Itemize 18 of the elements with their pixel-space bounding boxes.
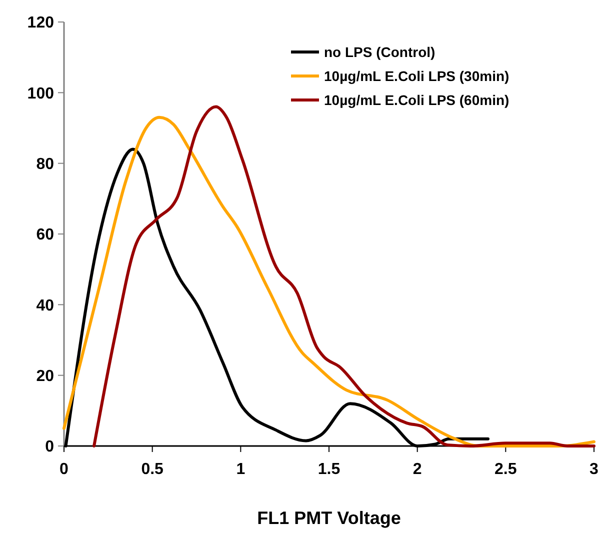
x-tick-label: 1.5 — [318, 461, 340, 478]
y-tick-label: 40 — [36, 297, 54, 314]
x-axis-title: FL1 PMT Voltage — [257, 508, 401, 528]
y-tick-label: 100 — [27, 85, 54, 102]
x-tick-label: 1 — [236, 461, 246, 478]
y-tick-label: 0 — [45, 438, 54, 456]
legend-label: 10µg/mL E.Coli LPS (30min) — [324, 68, 510, 84]
x-tick-label: 3 — [590, 461, 599, 478]
x-tick-label: 2 — [412, 461, 422, 478]
y-tick-label: 80 — [36, 156, 54, 173]
y-tick-label: 20 — [36, 368, 54, 385]
x-tick-label: 0 — [60, 461, 69, 478]
y-tick-label: 60 — [36, 226, 54, 244]
y-tick-label: 120 — [27, 14, 54, 32]
x-tick-label: 2.5 — [494, 461, 517, 478]
x-tick-label: 0.5 — [141, 461, 164, 478]
legend-label: 10µg/mL E.Coli LPS (60min) — [324, 92, 510, 108]
legend-label: no LPS (Control) — [324, 44, 436, 60]
